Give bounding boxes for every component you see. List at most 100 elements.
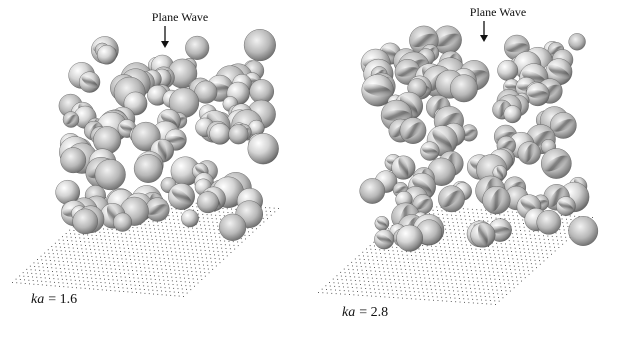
grid-dot: [244, 234, 246, 236]
grid-dot: [120, 233, 122, 235]
grid-dot: [487, 263, 489, 265]
grid-dot: [525, 255, 526, 257]
grid-dot: [379, 292, 381, 294]
grid-dot: [127, 269, 129, 271]
grid-dot: [494, 214, 496, 215]
grid-dot: [153, 250, 155, 251]
grid-dot: [370, 248, 372, 250]
sphere: [420, 141, 440, 161]
grid-dot: [188, 256, 190, 258]
grid-dot: [112, 254, 114, 255]
grid-dot: [108, 232, 109, 234]
grid-dot: [154, 279, 156, 280]
grid-dot: [205, 232, 207, 233]
grid-dot: [474, 266, 476, 268]
grid-dot: [135, 288, 137, 290]
grid-dot: [193, 260, 195, 262]
grid-dot: [179, 277, 181, 279]
grid-dot: [495, 217, 497, 219]
grid-dot: [120, 276, 122, 278]
grid-dot: [223, 211, 225, 213]
grid-dot: [408, 265, 410, 267]
grid-dot: [118, 243, 120, 245]
sphere: [185, 35, 210, 60]
grid-dot: [437, 256, 439, 258]
grid-dot: [63, 286, 65, 288]
grid-dot: [480, 209, 482, 211]
grid-dot: [167, 233, 169, 234]
grid-dot: [368, 259, 370, 261]
grid-dot: [160, 265, 162, 266]
grid-dot: [547, 235, 549, 237]
grid-dot: [87, 238, 89, 239]
grid-dot: [493, 249, 495, 251]
grid-dot: [566, 218, 567, 220]
grid-dot: [195, 267, 196, 269]
grid-dot: [468, 302, 470, 304]
grid-dot: [459, 280, 461, 281]
grid-dot: [476, 299, 478, 301]
grid-dot: [511, 251, 512, 252]
grid-dot: [86, 277, 88, 279]
grid-dot: [218, 233, 220, 234]
grid-dot: [24, 279, 25, 281]
grid-dot: [96, 281, 98, 283]
grid-dot: [141, 274, 143, 276]
grid-dot: [133, 252, 134, 253]
grid-dot: [231, 212, 233, 214]
grid-dot: [183, 248, 185, 250]
grid-dot: [160, 261, 161, 263]
grid-dot: [134, 237, 136, 239]
sphere: [545, 58, 573, 86]
grid-dot: [485, 256, 487, 258]
grid-dot: [430, 288, 432, 290]
grid-dot: [498, 297, 499, 298]
grid-dot: [52, 271, 53, 272]
grid-dot: [389, 278, 391, 280]
grid-dot: [192, 227, 193, 229]
grid-dot: [443, 243, 445, 244]
grid-dot: [363, 277, 364, 278]
grid-dot: [54, 285, 56, 287]
grid-dot: [490, 278, 491, 280]
grid-dot: [34, 269, 36, 271]
grid-dot: [95, 252, 96, 254]
grid-dot: [219, 240, 221, 242]
grid-dot: [105, 286, 107, 287]
sphere: [219, 213, 247, 241]
grid-dot: [37, 280, 38, 282]
grid-dot: [56, 271, 58, 273]
grid-dot: [190, 289, 192, 291]
grid-dot: [504, 286, 506, 288]
grid-dot: [228, 240, 230, 242]
grid-dot: [519, 273, 521, 275]
grid-dot: [535, 242, 537, 243]
grid-dot: [528, 248, 529, 250]
grid-dot: [177, 266, 179, 268]
grid-dot: [65, 275, 67, 277]
grid-dot: [428, 299, 430, 301]
grid-dot: [529, 234, 531, 236]
grid-dot: [201, 279, 203, 280]
grid-dot: [201, 257, 203, 259]
grid-dot: [252, 231, 254, 233]
grid-dot: [468, 255, 469, 257]
grid-dot: [461, 244, 463, 246]
grid-dot: [247, 227, 249, 229]
grid-dot: [91, 234, 93, 236]
grid-dot: [517, 215, 518, 217]
grid-dot: [467, 273, 469, 275]
grid-dot: [462, 273, 464, 274]
grid-dot: [221, 247, 223, 249]
grid-dot: [159, 236, 161, 237]
grid-dot: [480, 295, 482, 297]
grid-dot: [125, 237, 127, 239]
grid-dot: [390, 282, 392, 284]
grid-dot: [361, 269, 363, 271]
grid-dot: [513, 287, 515, 289]
grid-dot: [161, 243, 162, 245]
grid-dot: [455, 301, 457, 303]
grid-dot: [454, 229, 455, 231]
grid-dot: [454, 276, 456, 277]
grid-dot: [400, 265, 401, 267]
